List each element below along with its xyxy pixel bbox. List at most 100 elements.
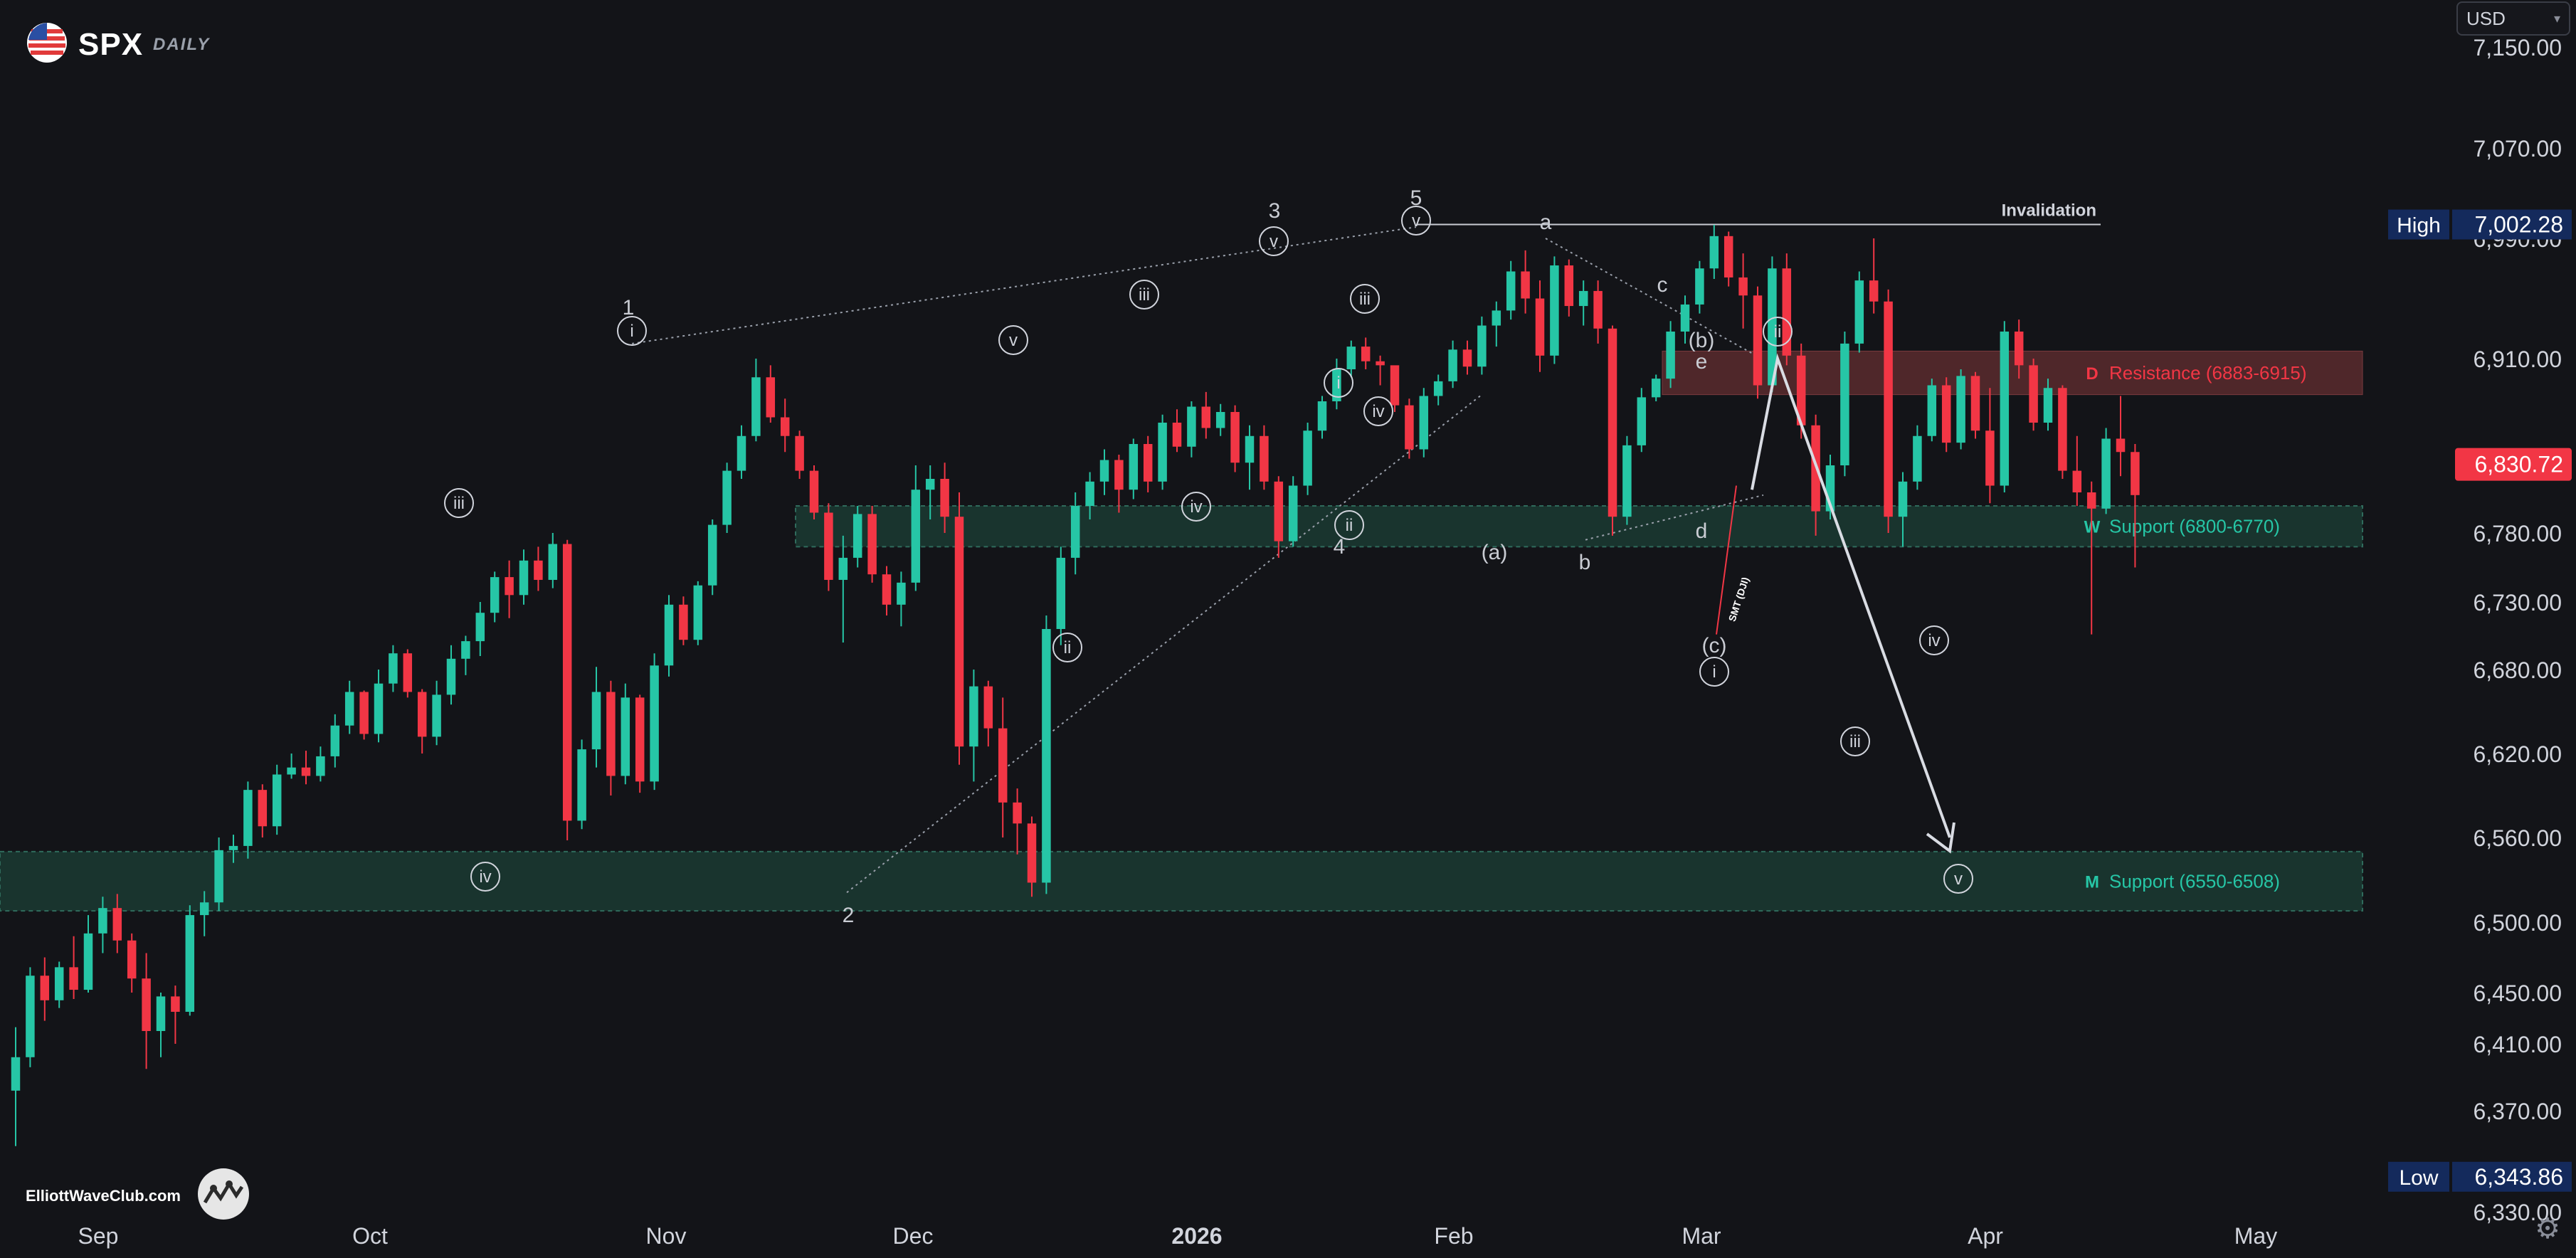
candle[interactable] <box>1317 396 1327 439</box>
candle[interactable] <box>1245 425 1255 490</box>
gear-icon[interactable]: ⚙ <box>2535 1213 2560 1244</box>
candle[interactable] <box>1622 435 1632 525</box>
candle[interactable] <box>1753 286 1763 399</box>
candle[interactable] <box>635 694 645 793</box>
candle[interactable] <box>156 993 166 1057</box>
candle[interactable] <box>737 425 746 479</box>
candle[interactable] <box>1230 405 1240 472</box>
candle[interactable] <box>1985 388 1995 504</box>
candle[interactable] <box>2086 481 2096 635</box>
candle[interactable] <box>228 835 238 863</box>
candle[interactable] <box>1187 401 1196 458</box>
candle[interactable] <box>519 549 529 605</box>
candle[interactable] <box>287 754 296 779</box>
candle[interactable] <box>1564 259 1574 317</box>
candle[interactable] <box>1970 371 1980 439</box>
candle[interactable] <box>2000 321 2010 492</box>
candle[interactable] <box>2014 319 2024 379</box>
candle[interactable] <box>505 560 514 618</box>
candle[interactable] <box>780 398 790 453</box>
candle[interactable] <box>1695 260 1704 314</box>
candle[interactable] <box>171 985 180 1044</box>
candle[interactable] <box>1680 295 1690 344</box>
candle[interactable] <box>1419 388 1429 458</box>
candle[interactable] <box>1521 250 1530 314</box>
candle[interactable] <box>1433 374 1443 406</box>
candle[interactable] <box>2116 396 2126 477</box>
candle[interactable] <box>258 784 268 837</box>
candle[interactable] <box>591 667 601 768</box>
candle[interactable] <box>1738 253 1748 329</box>
candle[interactable] <box>1593 280 1603 344</box>
candle[interactable] <box>562 539 572 840</box>
candle[interactable] <box>112 894 122 953</box>
candle[interactable] <box>1099 449 1109 495</box>
candle[interactable] <box>983 680 993 747</box>
candle[interactable] <box>824 503 833 591</box>
candle[interactable] <box>1361 337 1371 369</box>
candle[interactable] <box>1303 423 1312 495</box>
candle[interactable] <box>882 566 892 615</box>
candle[interactable] <box>1462 340 1472 375</box>
candle[interactable] <box>40 957 50 1021</box>
candle[interactable] <box>2101 428 2111 514</box>
candle[interactable] <box>2043 379 2053 431</box>
candle[interactable] <box>1578 280 1588 326</box>
candle[interactable] <box>621 683 630 785</box>
candle[interactable] <box>446 645 456 705</box>
candle[interactable] <box>98 897 107 953</box>
candle[interactable] <box>1027 816 1037 897</box>
candle[interactable] <box>795 430 804 479</box>
currency-select[interactable]: USD ▾ <box>2456 1 2570 36</box>
candle[interactable] <box>1492 301 1501 347</box>
candle[interactable] <box>1390 365 1400 412</box>
candle[interactable] <box>809 465 819 519</box>
candle[interactable] <box>1709 224 1719 280</box>
candle[interactable] <box>577 739 586 830</box>
candle[interactable] <box>127 933 137 993</box>
candle[interactable] <box>1085 472 1094 520</box>
candle[interactable] <box>316 746 325 782</box>
candle[interactable] <box>548 533 558 588</box>
candle[interactable] <box>1898 472 1908 547</box>
candle[interactable] <box>897 571 906 627</box>
candle[interactable] <box>11 1027 21 1146</box>
candle[interactable] <box>1013 788 1022 855</box>
candle[interactable] <box>389 645 398 692</box>
candle[interactable] <box>461 635 470 675</box>
candle[interactable] <box>867 506 877 583</box>
candle[interactable] <box>359 690 369 740</box>
candle[interactable] <box>925 465 935 519</box>
candle[interactable] <box>2029 359 2038 431</box>
candle[interactable] <box>838 535 848 643</box>
candle[interactable] <box>693 581 703 645</box>
candle[interactable] <box>664 595 674 677</box>
candle[interactable] <box>1651 374 1661 402</box>
candle[interactable] <box>1869 238 1879 314</box>
candle[interactable] <box>26 967 35 1067</box>
candle[interactable] <box>69 936 78 999</box>
candle[interactable] <box>766 365 776 423</box>
candle[interactable] <box>1637 388 1647 453</box>
candle[interactable] <box>1666 321 1675 388</box>
candle[interactable] <box>2058 385 2067 480</box>
candle[interactable] <box>606 680 616 796</box>
candle[interactable] <box>1941 377 1951 453</box>
candle[interactable] <box>1550 256 1559 364</box>
candle[interactable] <box>1768 256 1777 392</box>
candle[interactable] <box>1724 231 1733 287</box>
candle[interactable] <box>1070 492 1080 575</box>
candle[interactable] <box>1201 391 1211 439</box>
candle[interactable] <box>272 764 282 835</box>
candle[interactable] <box>1346 340 1356 378</box>
candle[interactable] <box>1956 369 1965 450</box>
candle[interactable] <box>940 462 949 533</box>
candle[interactable] <box>432 680 441 746</box>
candle[interactable] <box>301 751 311 785</box>
candle[interactable] <box>1332 359 1341 410</box>
candle[interactable] <box>417 689 427 754</box>
candle[interactable] <box>403 649 413 698</box>
candle[interactable] <box>1274 476 1284 558</box>
candle[interactable] <box>54 961 64 1008</box>
